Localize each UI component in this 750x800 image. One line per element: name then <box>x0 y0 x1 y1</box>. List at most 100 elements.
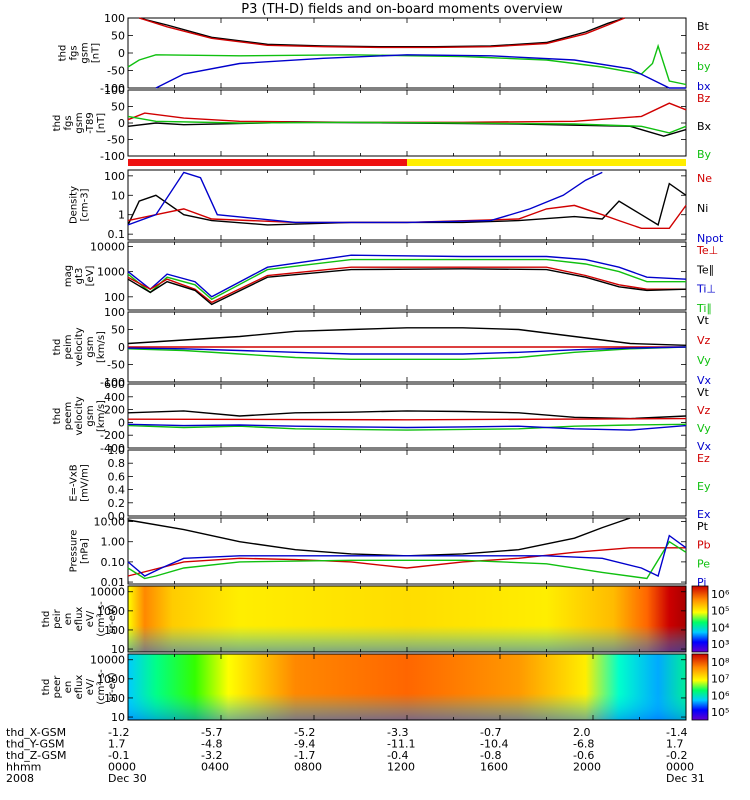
y-axis-label: velocity <box>74 396 85 435</box>
series-by-line <box>127 43 687 86</box>
x-value-label: 1.7 <box>108 738 126 751</box>
y-tick-label: 100 <box>104 84 125 97</box>
y-axis-label: eV/ <box>85 678 96 695</box>
legend-item: Ex <box>697 508 711 521</box>
y-tick-label: 10 <box>111 189 125 202</box>
y-axis-label: Pressure <box>69 530 80 573</box>
y-axis-label: [mV/m] <box>80 464 91 502</box>
legend-item: Vy <box>697 422 711 435</box>
y-tick-label: 10 <box>111 643 125 656</box>
y-axis-label: fgs <box>69 45 80 60</box>
y-axis-label: [km/s] <box>96 400 107 432</box>
x-value-label: -1.4 <box>666 726 687 739</box>
series-Vy-line <box>127 346 687 360</box>
x-row-label: hhmm <box>6 761 41 774</box>
y-tick-label: -100 <box>100 150 125 163</box>
x-value-label: 1600 <box>480 761 508 774</box>
figure-title: P3 (TH-D) fields and on-board moments ov… <box>241 2 563 17</box>
panel-5: 100 50 0 -50 -100 thd peim velocity gsm [km/s] Vt V… <box>52 306 712 389</box>
colorbar <box>691 585 709 653</box>
x-value-label: 0000 <box>108 761 136 774</box>
x-value-label: -0.8 <box>480 749 501 762</box>
x-value-label: -9.4 <box>294 738 315 751</box>
legend-item: Ti∥ <box>696 302 712 315</box>
colorbar-label: 10⁶ <box>711 689 730 702</box>
y-axis-label: -T89 <box>85 112 96 134</box>
y-axis-label: eflux <box>74 675 85 700</box>
legend-item: Bx <box>697 120 712 133</box>
x-value-label: -6.8 <box>573 738 594 751</box>
colorbar-label: 10⁵ <box>711 605 729 618</box>
x-value-label: -5.2 <box>294 726 315 739</box>
x-value-label: -0.1 <box>108 749 129 762</box>
y-axis-label: thd <box>52 115 63 132</box>
y-tick-label: 1000 <box>97 266 125 279</box>
y-tick-label: 1000 <box>97 673 125 686</box>
y-tick-label: 200 <box>104 404 125 417</box>
legend-item: Vy <box>697 354 711 367</box>
series-Vy-line <box>127 423 687 431</box>
series-Bz-line <box>127 102 687 124</box>
series-bx-line <box>155 54 686 89</box>
panel-frame <box>127 383 687 449</box>
legend-item: Ez <box>697 452 710 465</box>
series-Npot-line <box>127 171 603 226</box>
y-tick-label: 10000 <box>90 240 125 253</box>
colorbar-label: 10⁸ <box>711 656 730 669</box>
y-tick-label: 100 <box>104 170 125 183</box>
series-Pb-line <box>127 547 686 577</box>
legend-item: Vz <box>697 404 711 417</box>
y-tick-label: 0 <box>118 416 125 429</box>
series-bz-line <box>138 17 625 49</box>
y-tick-label: -100 <box>100 82 125 95</box>
y-axis-label: eflux <box>74 607 85 632</box>
y-axis-label: gsm <box>74 112 85 133</box>
y-axis-label: thd <box>58 45 69 62</box>
x-value-label: 0000 <box>666 761 694 774</box>
y-axis-label: [eV] <box>85 266 96 287</box>
y-axis-label: en <box>63 681 74 694</box>
y-tick-label: -100 <box>100 376 125 389</box>
colorbar-label: 10⁷ <box>711 673 729 686</box>
y-axis-label: thd <box>41 611 52 628</box>
y-tick-label: 10.00 <box>94 516 126 529</box>
y-tick-label: 1.0 <box>108 444 126 457</box>
y-tick-label: 50 <box>111 30 125 43</box>
y-tick-label: -50 <box>107 134 125 147</box>
series-Pi-line <box>127 534 687 577</box>
panel-2: 100 50 0 -50 -100 thd fgs gsm -T89 [nT] Bz Bx By <box>52 84 712 163</box>
y-tick-label: 100 <box>104 692 125 705</box>
legend-item: Vx <box>697 374 712 387</box>
x-value-label: -4.8 <box>201 738 222 751</box>
y-tick-label: 100 <box>104 291 125 304</box>
y-axis-label: en <box>63 613 74 626</box>
series-Vt-line <box>127 327 687 346</box>
legend-item: Pi <box>697 576 706 589</box>
x-value-label: -5.7 <box>201 726 222 739</box>
y-tick-label: 100 <box>104 624 125 637</box>
panel-4: 10000 1000 100 mag gt3 [eV] Te⊥ Te∥ Ti⊥ Ti∥ <box>63 240 718 315</box>
series-Ti-line <box>127 254 687 298</box>
y-tick-label: 10000 <box>90 586 125 599</box>
x-value-label: 1200 <box>387 761 415 774</box>
mode-bar-segment <box>407 159 686 166</box>
y-axis-label: thd <box>41 679 52 696</box>
series-Ne-line <box>127 204 687 230</box>
y-axis-label: peem <box>63 402 74 430</box>
y-tick-label: 1000 <box>97 605 125 618</box>
y-tick-label: 0.0 <box>108 510 126 523</box>
series-By-line <box>127 115 687 134</box>
legend-item: Te∥ <box>696 263 714 276</box>
x-value-label: -3.2 <box>201 749 222 762</box>
y-tick-label: 50 <box>111 324 125 337</box>
y-axis-label: E=-VxB <box>69 464 80 501</box>
spectrogram-shade <box>128 654 686 720</box>
y-axis-label: sr-eV) <box>107 604 118 633</box>
x-value-label: 0400 <box>201 761 229 774</box>
y-tick-label: 50 <box>111 101 125 114</box>
y-axis-label: [nT] <box>96 113 107 133</box>
y-axis-label: sr-eV) <box>107 672 118 701</box>
series-Te-line <box>127 266 686 304</box>
x-row-label: 2008 <box>6 772 34 785</box>
